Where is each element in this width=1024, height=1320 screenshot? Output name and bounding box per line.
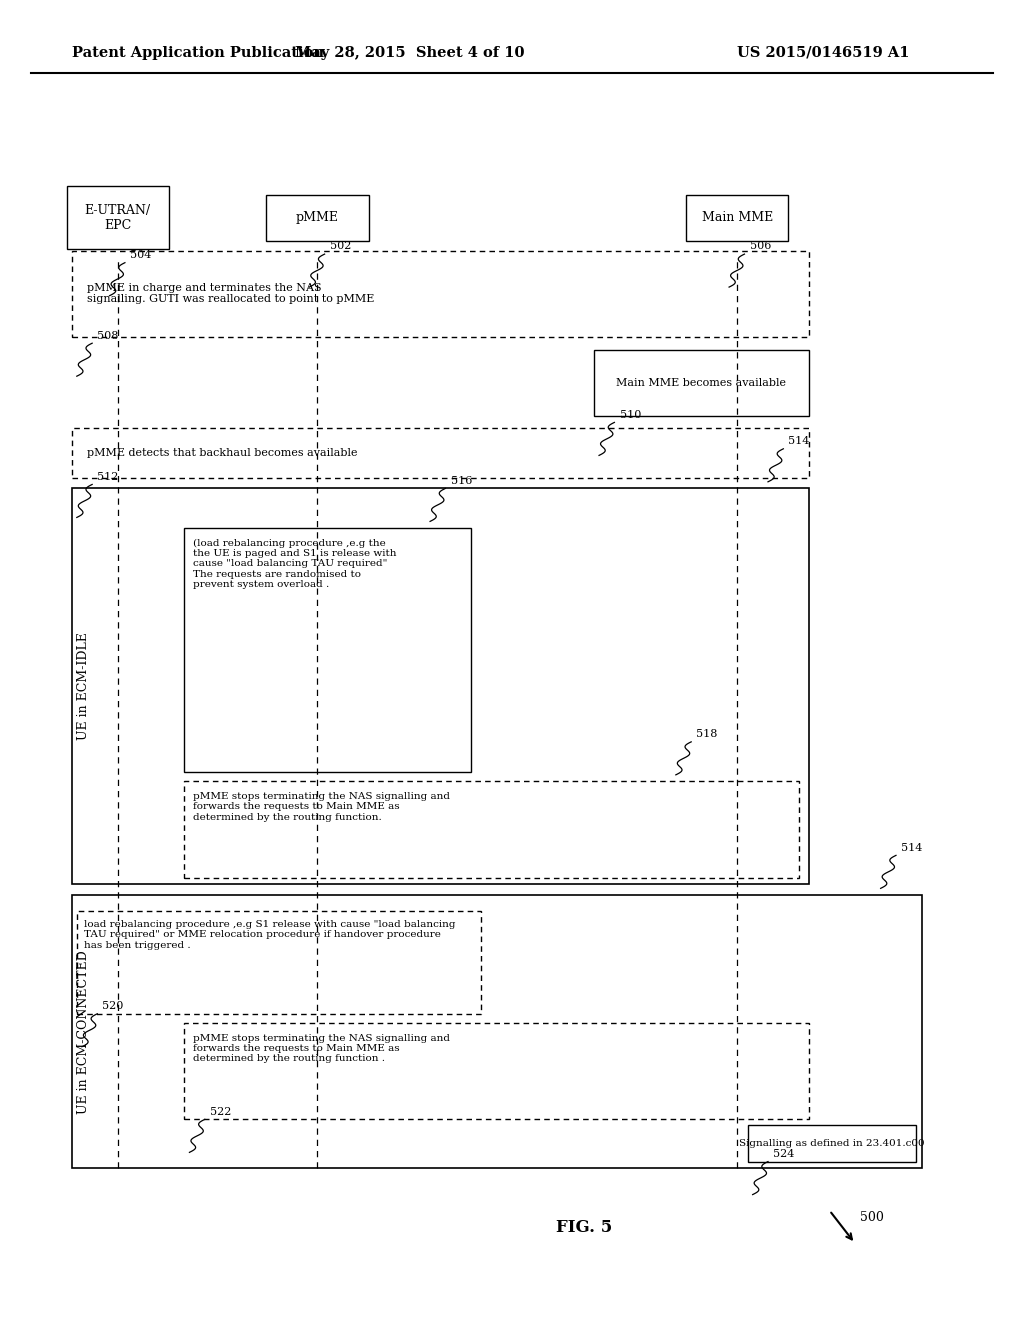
Text: May 28, 2015  Sheet 4 of 10: May 28, 2015 Sheet 4 of 10 — [295, 46, 524, 59]
Text: E-UTRAN/
EPC: E-UTRAN/ EPC — [85, 203, 151, 232]
Text: 502: 502 — [330, 242, 351, 251]
Text: 520: 520 — [102, 1001, 124, 1011]
Text: 514: 514 — [901, 842, 923, 853]
Text: 522: 522 — [210, 1106, 231, 1117]
Text: pMME: pMME — [296, 211, 339, 224]
Text: UE in ECM-CONNECTED: UE in ECM-CONNECTED — [78, 950, 90, 1114]
Text: load rebalancing procedure ,e.g S1 release with cause "load balancing
TAU requir: load rebalancing procedure ,e.g S1 relea… — [84, 920, 456, 950]
Text: UE in ECM-IDLE: UE in ECM-IDLE — [78, 632, 90, 741]
Text: 518: 518 — [696, 729, 718, 739]
Text: pMME stops terminating the NAS signalling and
forwards the requests to Main MME : pMME stops terminating the NAS signallin… — [193, 792, 450, 822]
Text: 514: 514 — [788, 436, 810, 446]
Text: 508: 508 — [97, 330, 119, 341]
Text: 524: 524 — [773, 1148, 795, 1159]
Text: Main MME: Main MME — [701, 211, 773, 224]
Text: Patent Application Publication: Patent Application Publication — [72, 46, 324, 59]
Text: FIG. 5: FIG. 5 — [556, 1220, 611, 1236]
Text: US 2015/0146519 A1: US 2015/0146519 A1 — [737, 46, 909, 59]
Text: 510: 510 — [620, 409, 641, 420]
Text: pMME detects that backhaul becomes available: pMME detects that backhaul becomes avail… — [87, 447, 357, 458]
Text: (load rebalancing procedure ,e.g the
the UE is paged and S1 is release with
caus: (load rebalancing procedure ,e.g the the… — [193, 539, 396, 589]
Text: pMME in charge and terminates the NAS
signalling. GUTI was reallocated to point : pMME in charge and terminates the NAS si… — [87, 282, 375, 305]
Text: 512: 512 — [97, 471, 119, 482]
Text: pMME stops terminating the NAS signalling and
forwards the requests to Main MME : pMME stops terminating the NAS signallin… — [193, 1034, 450, 1064]
Text: 504: 504 — [130, 249, 152, 260]
Text: Main MME becomes available: Main MME becomes available — [616, 378, 786, 388]
Text: 506: 506 — [750, 242, 771, 251]
Text: Signalling as defined in 23.401.c00: Signalling as defined in 23.401.c00 — [738, 1139, 925, 1147]
Text: 500: 500 — [860, 1210, 884, 1224]
Text: 516: 516 — [451, 475, 472, 486]
